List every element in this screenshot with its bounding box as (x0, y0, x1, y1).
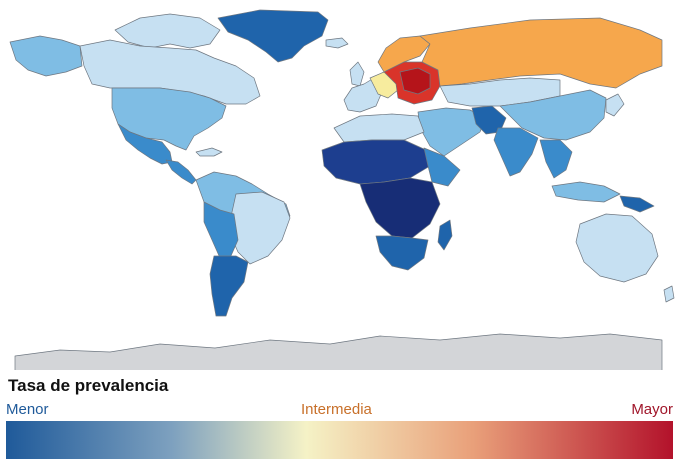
region-india (493, 127, 539, 177)
region-japan (605, 93, 625, 117)
legend-color-scale (6, 421, 673, 459)
world-prevalence-map (9, 9, 675, 370)
region-madagascar (437, 219, 453, 251)
region-eastern-europe-core (399, 67, 431, 95)
legend-high-label: Mayor (631, 401, 673, 418)
region-southeast-asia (539, 139, 573, 179)
region-middle-east (417, 107, 487, 157)
region-central-america (165, 159, 197, 185)
region-west-africa (321, 139, 431, 185)
region-caribbean (195, 147, 223, 157)
region-antarctica (14, 333, 663, 370)
region-brazil (229, 191, 291, 265)
legend-mid-label: Intermedia (301, 401, 372, 418)
region-australia (575, 213, 659, 283)
region-central-africa (359, 177, 441, 239)
region-alaska (9, 35, 83, 77)
region-uk (349, 61, 365, 87)
region-southern-cone (209, 255, 249, 317)
region-iceland (325, 37, 349, 49)
region-north-africa (333, 113, 425, 143)
region-russia (419, 17, 663, 89)
region-greenland (217, 9, 329, 63)
region-southern-africa (375, 235, 429, 271)
region-png (619, 195, 655, 213)
region-horn-of-africa (423, 147, 461, 187)
legend-low-label: Menor (6, 401, 49, 418)
region-new-zealand (663, 285, 675, 303)
region-china (499, 89, 607, 141)
legend-title: Tasa de prevalencia (8, 376, 169, 395)
region-canada-islands (114, 13, 221, 49)
region-maritime-sea (551, 181, 621, 203)
